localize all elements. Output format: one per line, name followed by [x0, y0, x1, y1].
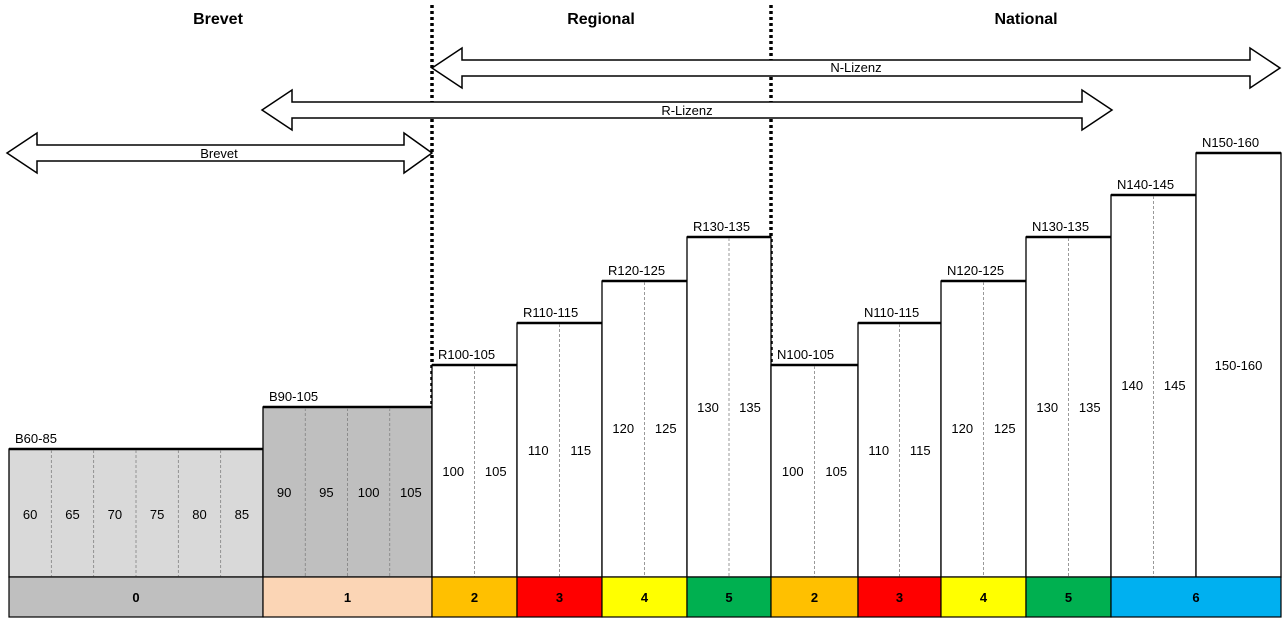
bar-value-label: 135: [1079, 400, 1101, 415]
bar-box: [1195, 152, 1282, 578]
bar-value-label: 90: [277, 485, 291, 500]
level-cell-label: 0: [132, 590, 139, 605]
n-license-label: N-Lizenz: [830, 60, 881, 75]
level-cell-box: [431, 576, 518, 618]
header-brevet: Brevet: [193, 11, 243, 28]
level-cell-box: [262, 576, 433, 618]
level-cell-box: [8, 576, 264, 618]
bar-n150-160: 150-160 N150-160: [1195, 135, 1282, 578]
level-cell-box: [1110, 576, 1282, 618]
level-cell: 2: [431, 576, 518, 618]
level-cell-box: [940, 576, 1027, 618]
bar-value-label: 75: [150, 507, 164, 522]
brevet-arrow-label: Brevet: [200, 146, 238, 161]
bar-category-label: N130-135: [1032, 219, 1089, 234]
level-cell-label: 3: [896, 590, 903, 605]
level-cell: 3: [516, 576, 603, 618]
level-cell: 5: [1025, 576, 1112, 618]
bar-b60-85: 60 65 70 75 80 85 B60-85: [8, 431, 264, 578]
bar-category-label: R130-135: [693, 219, 750, 234]
level-cell: 6: [1110, 576, 1282, 618]
bar-category-label: N140-145: [1117, 177, 1174, 192]
level-cell-label: 4: [641, 590, 649, 605]
bar-value-label: 115: [570, 443, 591, 458]
bar-value-label: 105: [825, 464, 847, 479]
bar-b90-105: 90 95 100 105 B90-105: [262, 389, 433, 578]
level-cell-label: 5: [725, 590, 732, 605]
level-cell-box: [1025, 576, 1112, 618]
bar-n100-105: 100 105 N100-105: [770, 347, 859, 578]
bar-n120-125: 120 125 N120-125: [940, 263, 1027, 578]
bar-r110-115: 110 115 R110-115: [516, 305, 603, 578]
bar-value-label: 130: [697, 400, 719, 415]
bar-value-label: 130: [1036, 400, 1058, 415]
bar-r100-105: 100 105 R100-105: [431, 347, 518, 578]
bar-value-label: 110: [528, 443, 549, 458]
bar-value-label: 65: [65, 507, 79, 522]
bar-category-label: B60-85: [15, 431, 57, 446]
bar-category-label: N150-160: [1202, 135, 1259, 150]
level-cell: 3: [857, 576, 942, 618]
level-cell-label: 1: [344, 590, 351, 605]
brevet-arrow: [5, 131, 434, 175]
level-cell-label: 2: [471, 590, 478, 605]
bar-value-label: 145: [1164, 378, 1186, 393]
bar-category-label: B90-105: [269, 389, 318, 404]
n-license-arrow: [430, 46, 1282, 90]
bar-value-label: 125: [994, 421, 1016, 436]
bar-category-label: N110-115: [864, 305, 919, 320]
level-cell-box: [601, 576, 688, 618]
header-national: National: [994, 11, 1057, 28]
level-cell: 4: [940, 576, 1027, 618]
bar-value-label: 70: [108, 507, 122, 522]
bar-category-label: R100-105: [438, 347, 495, 362]
level-cell: 0: [8, 576, 264, 618]
bar-value-label: 125: [655, 421, 677, 436]
bar-value-label: 120: [951, 421, 973, 436]
bar-value-label: 105: [400, 485, 422, 500]
bar-n130-135: 130 135 N130-135: [1025, 219, 1112, 578]
bar-value-label: 60: [23, 507, 37, 522]
bar-n110-115: 110 115 N110-115: [857, 305, 942, 578]
level-cell: 2: [770, 576, 859, 618]
level-cell-label: 6: [1192, 590, 1199, 605]
level-cell-box: [686, 576, 772, 618]
bar-value-label: 115: [910, 443, 931, 458]
bar-value-label: 120: [612, 421, 634, 436]
bar-value-label: 105: [485, 464, 507, 479]
bar-value-label: 100: [358, 485, 380, 500]
level-cell-box: [516, 576, 603, 618]
level-cell: 1: [262, 576, 433, 618]
bar-r130-135: 130 135 R130-135: [686, 219, 772, 578]
level-cell-label: 4: [980, 590, 988, 605]
bar-category-label: N100-105: [777, 347, 834, 362]
level-cell-box: [770, 576, 859, 618]
header-regional: Regional: [567, 11, 635, 28]
level-cell: 5: [686, 576, 772, 618]
level-cell-label: 5: [1065, 590, 1072, 605]
bar-value-label: 135: [739, 400, 761, 415]
bar-value-label: 100: [782, 464, 804, 479]
level-cell-box: [857, 576, 942, 618]
bar-value-label: 80: [192, 507, 206, 522]
bar-n140-145: 140 145 N140-145: [1110, 177, 1197, 578]
r-license-label: R-Lizenz: [661, 103, 712, 118]
bar-category-label: N120-125: [947, 263, 1004, 278]
bar-value-label: 85: [235, 507, 249, 522]
bar-value-label: 100: [442, 464, 464, 479]
bar-category-label: R110-115: [523, 305, 578, 320]
bar-value-label: 140: [1121, 378, 1143, 393]
level-cell: 4: [601, 576, 688, 618]
bar-value-label: 110: [868, 443, 889, 458]
level-cell-label: 2: [811, 590, 818, 605]
r-license-arrow: [260, 88, 1114, 132]
bar-value-label: 95: [319, 485, 333, 500]
bar-category-label: R120-125: [608, 263, 665, 278]
level-strip: 0 1 2 3 4 5 2 3 4 5 6: [8, 576, 1282, 618]
bar-value-label: 150-160: [1215, 358, 1263, 373]
level-cell-label: 3: [556, 590, 563, 605]
bar-r120-125: 120 125 R120-125: [601, 263, 688, 578]
